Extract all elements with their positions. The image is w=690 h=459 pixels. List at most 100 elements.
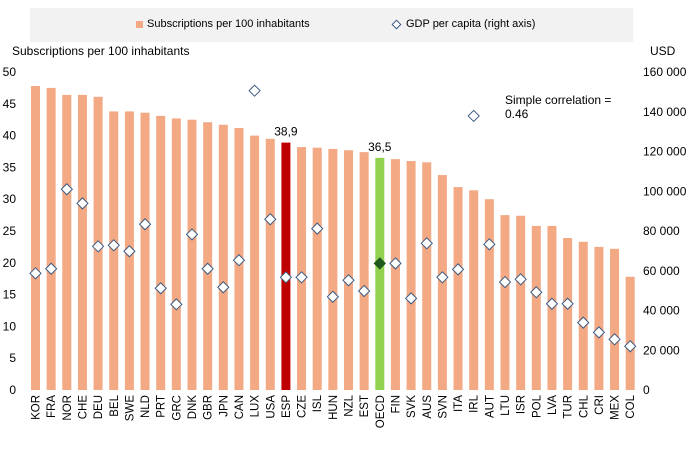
x-tick-label: HUN — [328, 395, 340, 420]
gdp-marker-svk — [404, 292, 418, 305]
gdp-marker-nzl — [342, 274, 355, 287]
bar-cze — [297, 147, 307, 390]
bar-col — [625, 276, 635, 390]
x-tick-label: PRT — [156, 395, 168, 418]
gdp-marker-cri — [592, 326, 606, 339]
bar-esp — [281, 142, 291, 390]
bar-svk — [406, 161, 416, 390]
legend-label-gdp: GDP per capita (right axis) — [406, 18, 536, 30]
x-tick-label: CRI — [594, 395, 606, 415]
right-axis-title: USD — [650, 44, 676, 58]
left-tick-label: 45 — [3, 97, 17, 111]
x-tick-label: LUX — [250, 395, 262, 418]
right-tick-label: 100 000 — [643, 184, 687, 198]
gdp-marker-est — [357, 284, 371, 298]
bar-ltu — [500, 215, 510, 390]
legend-item-subscriptions: Subscriptions per 100 inhabitants — [136, 18, 310, 30]
x-tick-label: CZE — [297, 395, 309, 418]
bar-aut — [484, 199, 494, 390]
bar-est — [359, 152, 369, 390]
bar-dnk — [187, 119, 197, 390]
x-tick-label: AUT — [484, 395, 496, 418]
left-tick-label: 0 — [9, 383, 16, 397]
gdp-marker-cze — [295, 271, 308, 284]
x-tick-label: EST — [359, 395, 371, 417]
value-label-oecd: 36,5 — [368, 140, 392, 154]
bar-jpn — [218, 124, 228, 391]
gdp-marker-che — [76, 197, 89, 210]
value-label-esp: 38,9 — [274, 125, 298, 139]
bar-che — [77, 94, 87, 391]
legend-item-gdp: GDP per capita (right axis) — [391, 18, 536, 30]
x-tick-label: USA — [265, 395, 277, 419]
bar-nld — [140, 112, 150, 390]
gdp-marker-ita — [451, 263, 465, 276]
chart-legend: Subscriptions per 100 inhabitants GDP pe… — [30, 8, 633, 42]
gdp-marker-bel — [107, 239, 120, 252]
x-tick-label: LTU — [500, 395, 512, 416]
correlation-annotation-line2: 0.46 — [505, 107, 529, 121]
left-tick-label: 10 — [3, 319, 17, 333]
gdp-marker-nld — [138, 218, 152, 231]
gdp-marker-esp — [279, 271, 293, 284]
bar-chl — [578, 241, 588, 390]
x-tick-label: ISR — [516, 395, 528, 414]
x-tick-label: GRC — [171, 395, 183, 421]
gdp-marker-pol — [530, 286, 543, 299]
x-tick-label: NOR — [62, 395, 74, 421]
gdp-marker-can — [232, 254, 246, 267]
x-tick-label: TUR — [563, 395, 575, 419]
x-tick-label: NLD — [140, 395, 152, 418]
bar-usa — [265, 138, 275, 390]
x-tick-label: IRL — [469, 394, 481, 413]
legend-bar-swatch — [136, 20, 143, 28]
bar-lux — [250, 135, 260, 390]
left-tick-label: 50 — [3, 65, 17, 79]
gdp-marker-oecd — [373, 257, 387, 270]
gdp-marker-svn — [436, 271, 449, 284]
bar-mex — [610, 248, 620, 390]
bar-aus — [422, 162, 432, 390]
x-tick-label: SWE — [124, 395, 136, 422]
bar-prt — [156, 115, 166, 390]
left-tick-label: 35 — [3, 160, 17, 174]
gdp-marker-aus — [420, 237, 433, 250]
gdp-marker-prt — [154, 282, 167, 295]
gdp-marker-col — [623, 340, 637, 353]
right-tick-label: 20 000 — [643, 343, 680, 357]
bar-cri — [594, 246, 604, 390]
bar-nor — [62, 94, 72, 391]
right-tick-label: 120 000 — [643, 145, 687, 159]
x-tick-label: POL — [531, 394, 543, 418]
bar-ita — [453, 187, 463, 390]
gdp-marker-gbr — [201, 262, 214, 275]
gdp-marker-isr — [514, 273, 527, 286]
x-tick-label: DNK — [187, 395, 199, 420]
left-tick-label: 15 — [3, 288, 17, 302]
x-tick-label: FRA — [46, 395, 58, 418]
right-tick-label: 0 — [643, 383, 650, 397]
correlation-annotation-line1: Simple correlation = — [505, 93, 611, 107]
x-tick-label: CAN — [234, 395, 246, 419]
x-tick-label: JPN — [218, 395, 230, 417]
gdp-marker-lva — [545, 297, 559, 310]
x-tick-label: ITA — [453, 395, 465, 412]
bar-irl — [469, 190, 479, 390]
bar-tur — [563, 237, 573, 390]
gdp-marker-ltu — [498, 275, 512, 289]
right-tick-label: 40 000 — [643, 304, 680, 318]
x-tick-label: BEL — [109, 394, 121, 416]
gdp-marker-grc — [170, 298, 183, 311]
gdp-marker-jpn — [217, 281, 230, 294]
right-tick-label: 160 000 — [643, 65, 687, 79]
gdp-marker-aut — [483, 238, 496, 251]
x-tick-label: AUS — [422, 395, 434, 419]
x-tick-label: ESP — [281, 395, 293, 418]
x-tick-label: GBR — [203, 395, 215, 420]
legend-label-subscriptions: Subscriptions per 100 inhabitants — [147, 18, 310, 30]
bar-fra — [46, 87, 56, 391]
gdp-marker-hun — [326, 290, 340, 303]
left-tick-label: 20 — [3, 256, 17, 270]
bar-kor — [31, 85, 40, 390]
